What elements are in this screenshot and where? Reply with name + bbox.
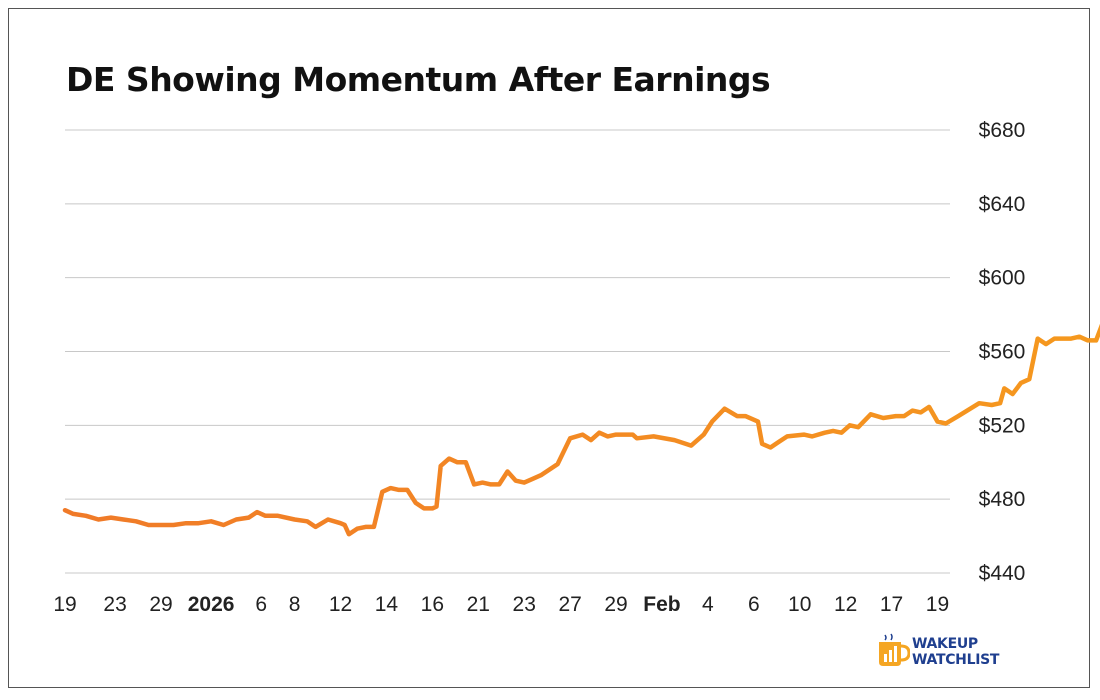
x-tick-label: Feb: [643, 593, 680, 616]
gridlines: [65, 129, 950, 574]
logo-text: WAKEUP WATCHLIST: [912, 636, 999, 668]
x-tick-label: 12: [329, 593, 352, 616]
x-tick-label: 19: [926, 593, 949, 616]
x-axis-ticks: 19 23 29 2026 6 8 12 14 16 21 23 27 29 Feb 4 6 10 12 17 19: [53, 593, 949, 616]
x-tick-label: 14: [375, 593, 399, 616]
x-tick-label: 12: [834, 593, 857, 616]
y-tick-label: $480: [979, 488, 1026, 511]
x-tick-label: 29: [149, 593, 172, 616]
logo-line-1: WAKEUP: [912, 636, 978, 652]
x-tick-label: 6: [748, 593, 760, 616]
y-tick-label: $640: [979, 193, 1026, 216]
y-tick-label: $600: [979, 267, 1026, 290]
x-tick-label: 4: [702, 593, 714, 616]
y-tick-label: $440: [979, 562, 1026, 585]
wakeup-watchlist-logo: WAKEUP WATCHLIST: [876, 632, 1046, 672]
logo-line-2: WATCHLIST: [912, 652, 1000, 668]
series-layer: [62, 323, 1100, 537]
series-line-de: [62, 323, 1100, 537]
x-tick-label: 23: [103, 593, 126, 616]
coffee-mug-icon: [879, 633, 911, 666]
chart-title: DE Showing Momentum After Earnings: [66, 60, 771, 99]
x-tick-label: 27: [558, 593, 581, 616]
x-tick-label: 16: [421, 593, 444, 616]
x-tick-label: 29: [604, 593, 627, 616]
y-tick-label: $560: [979, 341, 1026, 364]
y-tick-label: $680: [979, 119, 1026, 142]
chart-frame: [8, 8, 1090, 688]
x-tick-label: 10: [788, 593, 811, 616]
x-tick-label: 17: [880, 593, 903, 616]
x-tick-label: 23: [513, 593, 536, 616]
x-tick-label: 19: [53, 593, 76, 616]
x-tick-label: 2026: [188, 593, 235, 616]
y-tick-label: $520: [979, 414, 1026, 437]
x-tick-label: 8: [289, 593, 301, 616]
x-tick-label: 6: [255, 593, 267, 616]
y-axis-ticks: $440 $480 $520 $560 $600 $640 $680: [979, 119, 1026, 585]
x-tick-label: 21: [467, 593, 490, 616]
